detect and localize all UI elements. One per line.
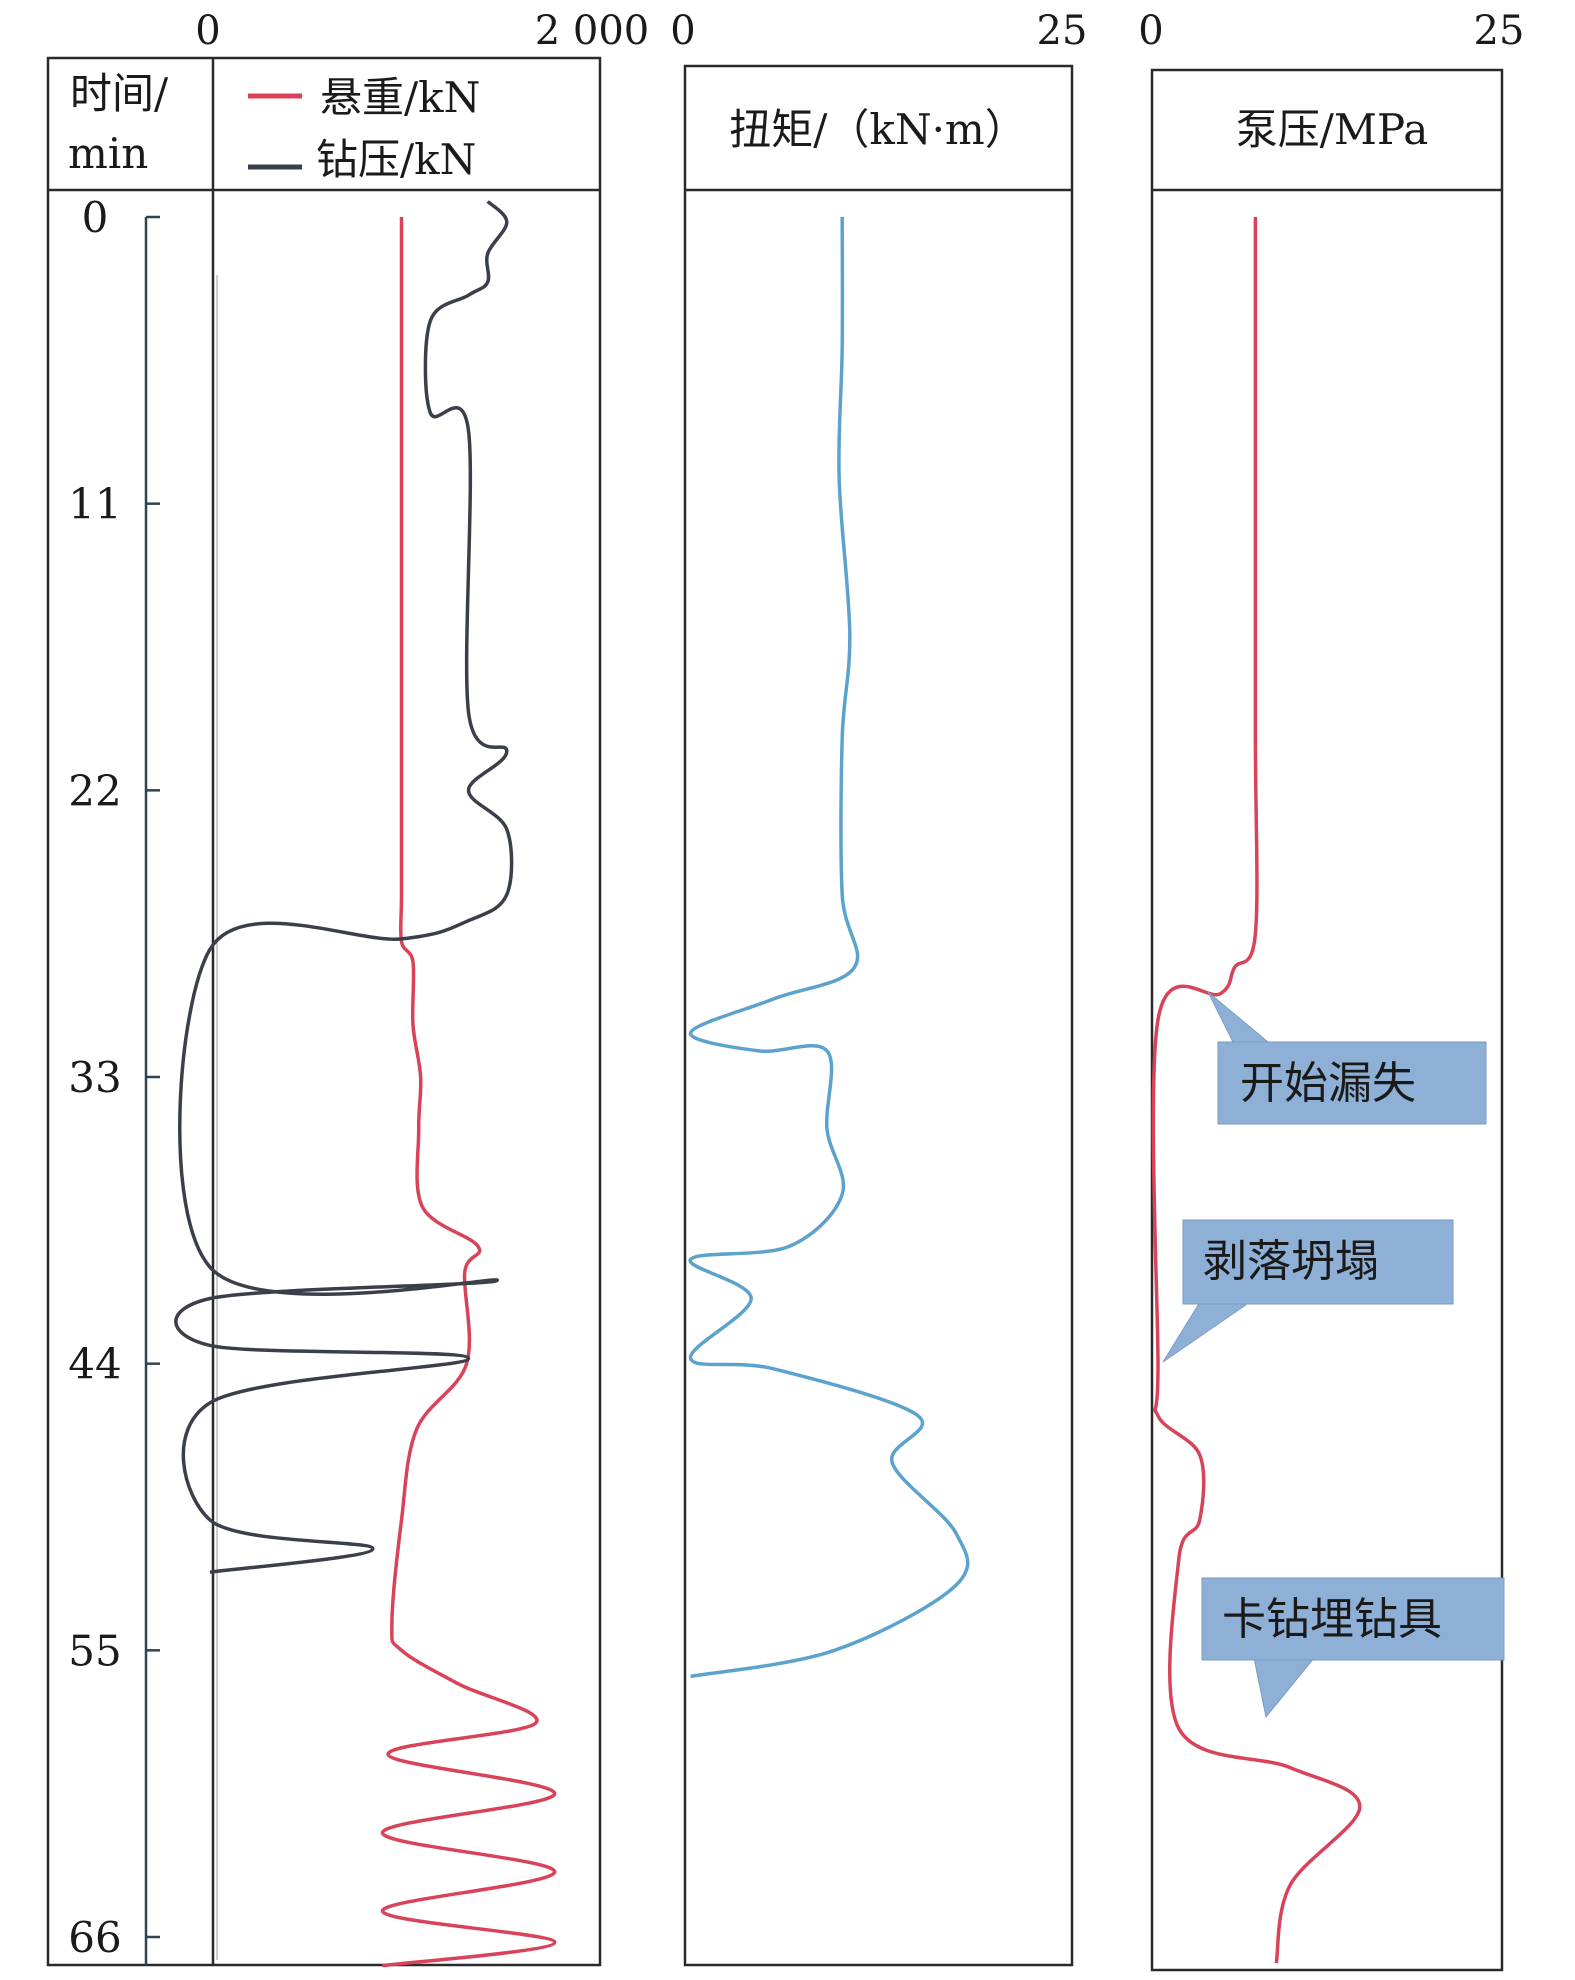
callout-spalling-collapse: 剥落坍塌 — [1162, 1219, 1454, 1363]
torque-panel-frame — [683, 64, 1074, 1967]
y-axis-label-line1: 时间/ — [70, 69, 169, 118]
load-x-max-label: 2 000 — [535, 8, 650, 54]
series-torque-line — [688, 216, 970, 1679]
y-tick-label: 66 — [68, 1913, 121, 1962]
series-wob-line — [174, 200, 514, 1574]
callout-lost-circulation: 开始漏失 — [1207, 991, 1487, 1125]
y-axis-ticks: 0 11 22 33 44 55 66 — [68, 193, 160, 1962]
torque-x-min-label: 0 — [670, 8, 695, 54]
y-tick-label: 22 — [68, 766, 121, 815]
callout-stuck-pipe: 卡钻埋钻具 — [1201, 1577, 1505, 1719]
load-panel-frame — [46, 56, 602, 1967]
series-pump-pressure-line — [1151, 217, 1362, 1964]
torque-panel-title: 扭矩/（kN·m） — [729, 105, 1027, 154]
legend-label-hookload: 悬重/kN — [320, 73, 480, 122]
torque-x-max-label: 25 — [1037, 8, 1088, 54]
y-axis-label-line2: min — [68, 129, 148, 178]
callout-stuck-pipe-text: 卡钻埋钻具 — [1222, 1594, 1442, 1645]
y-tick-label: 55 — [68, 1626, 121, 1675]
pump-panel-frame — [1150, 68, 1504, 1972]
y-tick-label: 44 — [68, 1340, 121, 1389]
legend-label-wob: 钻压/kN — [316, 135, 476, 184]
pump-panel-title: 泵压/MPa — [1236, 105, 1429, 154]
pump-x-min-label: 0 — [1138, 8, 1163, 54]
callout-lost-circulation-text: 开始漏失 — [1240, 1058, 1416, 1109]
y-tick-label: 11 — [68, 480, 121, 529]
callout-spalling-collapse-text: 剥落坍塌 — [1203, 1236, 1379, 1287]
y-tick-label: 33 — [68, 1053, 121, 1102]
load-x-min-label: 0 — [195, 8, 220, 54]
pump-x-max-label: 25 — [1474, 8, 1525, 54]
series-hookload-line — [380, 217, 557, 1968]
y-tick-label: 0 — [82, 193, 109, 242]
